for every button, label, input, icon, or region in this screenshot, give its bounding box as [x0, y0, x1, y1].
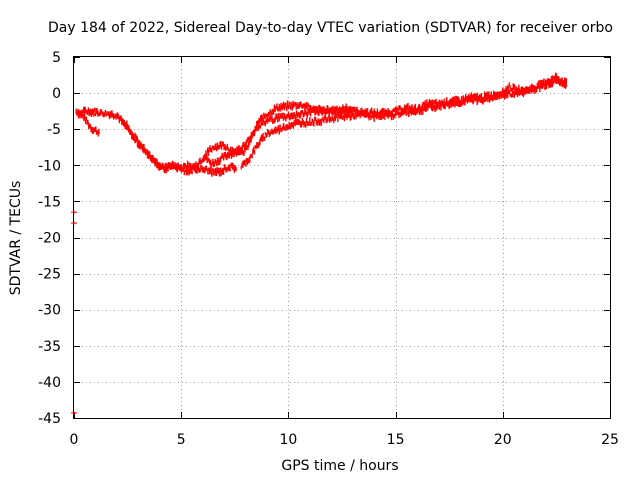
- y-tick-label: -30: [38, 303, 61, 319]
- x-axis-label: GPS time / hours: [281, 458, 398, 474]
- y-tick-label: -15: [38, 194, 61, 210]
- y-tick-label: -25: [38, 267, 61, 283]
- y-tick-label: 0: [52, 86, 61, 102]
- x-tick-label: 25: [601, 432, 619, 448]
- y-axis-label: SDTVAR / TECUs: [8, 181, 24, 296]
- series-isolated-points: [71, 210, 77, 415]
- axis-tick-labels: 0 5 10 15 20 25 5 0 -5 -10 -15 -20 -25 -30 -35 -40 -45: [38, 50, 619, 448]
- y-tick-label: -20: [38, 231, 61, 247]
- x-tick-label: 0: [70, 432, 79, 448]
- data-series: [71, 72, 567, 415]
- y-tick-label: -5: [47, 122, 61, 138]
- x-tick-label: 10: [279, 432, 297, 448]
- y-tick-label: -40: [38, 375, 61, 391]
- y-tick-label: -45: [38, 411, 61, 427]
- series-trace-d: [240, 76, 567, 170]
- series-trace-c: [120, 116, 237, 177]
- series-trace-e: [201, 103, 353, 162]
- y-tick-label: -35: [38, 339, 61, 355]
- x-tick-label: 20: [494, 432, 512, 448]
- y-tick-label: 5: [52, 50, 61, 66]
- y-tick-label: -10: [38, 158, 61, 174]
- x-tick-label: 5: [177, 432, 186, 448]
- chart-title: Day 184 of 2022, Sidereal Day-to-day VTE…: [48, 20, 613, 36]
- grid-lines: [74, 57, 610, 418]
- x-tick-label: 15: [387, 432, 405, 448]
- plot-frame: [73, 56, 611, 419]
- axis-ticks: [74, 57, 611, 419]
